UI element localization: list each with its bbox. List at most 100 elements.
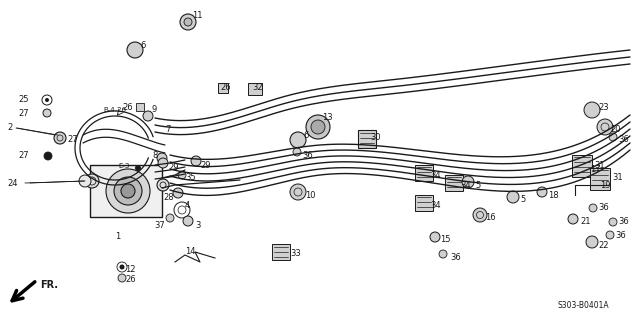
Text: 4: 4	[185, 201, 190, 209]
Text: 1: 1	[115, 232, 120, 241]
Text: 29: 29	[168, 162, 179, 172]
Text: 5: 5	[475, 181, 480, 189]
Text: 18: 18	[548, 191, 559, 199]
Text: 17: 17	[590, 166, 600, 175]
Circle shape	[43, 109, 51, 117]
Circle shape	[439, 250, 447, 258]
Circle shape	[54, 132, 66, 144]
Text: 28: 28	[163, 193, 173, 203]
Text: 36: 36	[615, 230, 626, 239]
Text: 33: 33	[290, 249, 301, 258]
Text: 19: 19	[600, 181, 611, 189]
Text: 14: 14	[185, 248, 195, 256]
Circle shape	[507, 191, 519, 203]
Bar	[248, 83, 262, 95]
Text: 25: 25	[18, 95, 29, 105]
Text: 36: 36	[450, 253, 461, 261]
Circle shape	[473, 208, 487, 222]
Text: 24: 24	[7, 178, 17, 187]
Circle shape	[114, 177, 142, 205]
Circle shape	[293, 148, 301, 156]
Text: 10: 10	[305, 191, 316, 199]
Text: 16: 16	[485, 213, 495, 223]
Circle shape	[597, 119, 613, 135]
Text: 3: 3	[195, 220, 200, 229]
Text: 9: 9	[152, 105, 157, 115]
Circle shape	[120, 264, 125, 269]
Bar	[415, 195, 433, 211]
Circle shape	[290, 132, 306, 148]
Bar	[358, 130, 376, 148]
Text: S303-B0401A: S303-B0401A	[558, 300, 610, 310]
Circle shape	[306, 115, 330, 139]
Text: 15: 15	[440, 235, 451, 244]
Circle shape	[609, 133, 617, 141]
Bar	[272, 244, 290, 260]
Circle shape	[45, 98, 49, 102]
Circle shape	[183, 216, 193, 226]
Text: 2: 2	[7, 124, 12, 132]
Bar	[415, 165, 433, 181]
Text: 29: 29	[200, 161, 211, 170]
Circle shape	[568, 214, 578, 224]
Circle shape	[191, 156, 201, 166]
Circle shape	[430, 232, 440, 242]
Text: 7: 7	[165, 126, 170, 135]
Circle shape	[158, 158, 168, 168]
Text: 34: 34	[430, 201, 440, 209]
Text: 8: 8	[152, 151, 157, 160]
Circle shape	[121, 184, 135, 198]
Text: 31: 31	[594, 161, 605, 170]
Text: 36: 36	[598, 203, 609, 213]
Bar	[572, 155, 592, 177]
Bar	[136, 103, 144, 111]
Text: E-3: E-3	[118, 163, 129, 169]
Text: 37: 37	[154, 220, 165, 229]
Text: 27: 27	[18, 109, 29, 117]
Circle shape	[184, 18, 192, 26]
Text: 34: 34	[460, 181, 470, 189]
Text: 26: 26	[220, 83, 230, 91]
Text: 23: 23	[598, 102, 609, 111]
Text: 12: 12	[125, 265, 136, 275]
Text: 26: 26	[122, 102, 133, 111]
Bar	[590, 168, 610, 190]
Circle shape	[606, 231, 614, 239]
Circle shape	[173, 188, 183, 198]
Circle shape	[178, 171, 186, 179]
Text: 32: 32	[252, 83, 262, 91]
Text: 36: 36	[618, 136, 628, 145]
Text: 5: 5	[520, 196, 525, 204]
Text: 27: 27	[18, 151, 29, 161]
Circle shape	[311, 120, 325, 134]
Circle shape	[85, 174, 99, 188]
Circle shape	[584, 102, 600, 118]
Circle shape	[157, 179, 169, 191]
Text: 22: 22	[598, 240, 609, 249]
Text: 35: 35	[185, 173, 196, 182]
Circle shape	[589, 204, 597, 212]
Circle shape	[180, 14, 196, 30]
Text: 36: 36	[302, 151, 313, 160]
Circle shape	[118, 274, 126, 282]
Text: 6: 6	[140, 40, 145, 49]
Bar	[90, 165, 162, 217]
Circle shape	[79, 175, 91, 187]
Circle shape	[157, 153, 167, 163]
Text: 36: 36	[618, 218, 628, 227]
Text: 34: 34	[430, 171, 440, 179]
Text: 20: 20	[610, 126, 621, 135]
Bar	[218, 83, 228, 93]
Circle shape	[143, 111, 153, 121]
Text: 13: 13	[322, 114, 333, 122]
Text: 31: 31	[612, 173, 623, 182]
Circle shape	[586, 236, 598, 248]
Circle shape	[462, 176, 474, 188]
Circle shape	[290, 184, 306, 200]
Circle shape	[609, 218, 617, 226]
Bar	[445, 175, 463, 191]
Text: B-4-26: B-4-26	[103, 107, 126, 113]
Text: 21: 21	[580, 218, 591, 227]
Text: 30: 30	[370, 134, 381, 142]
Circle shape	[44, 152, 52, 160]
